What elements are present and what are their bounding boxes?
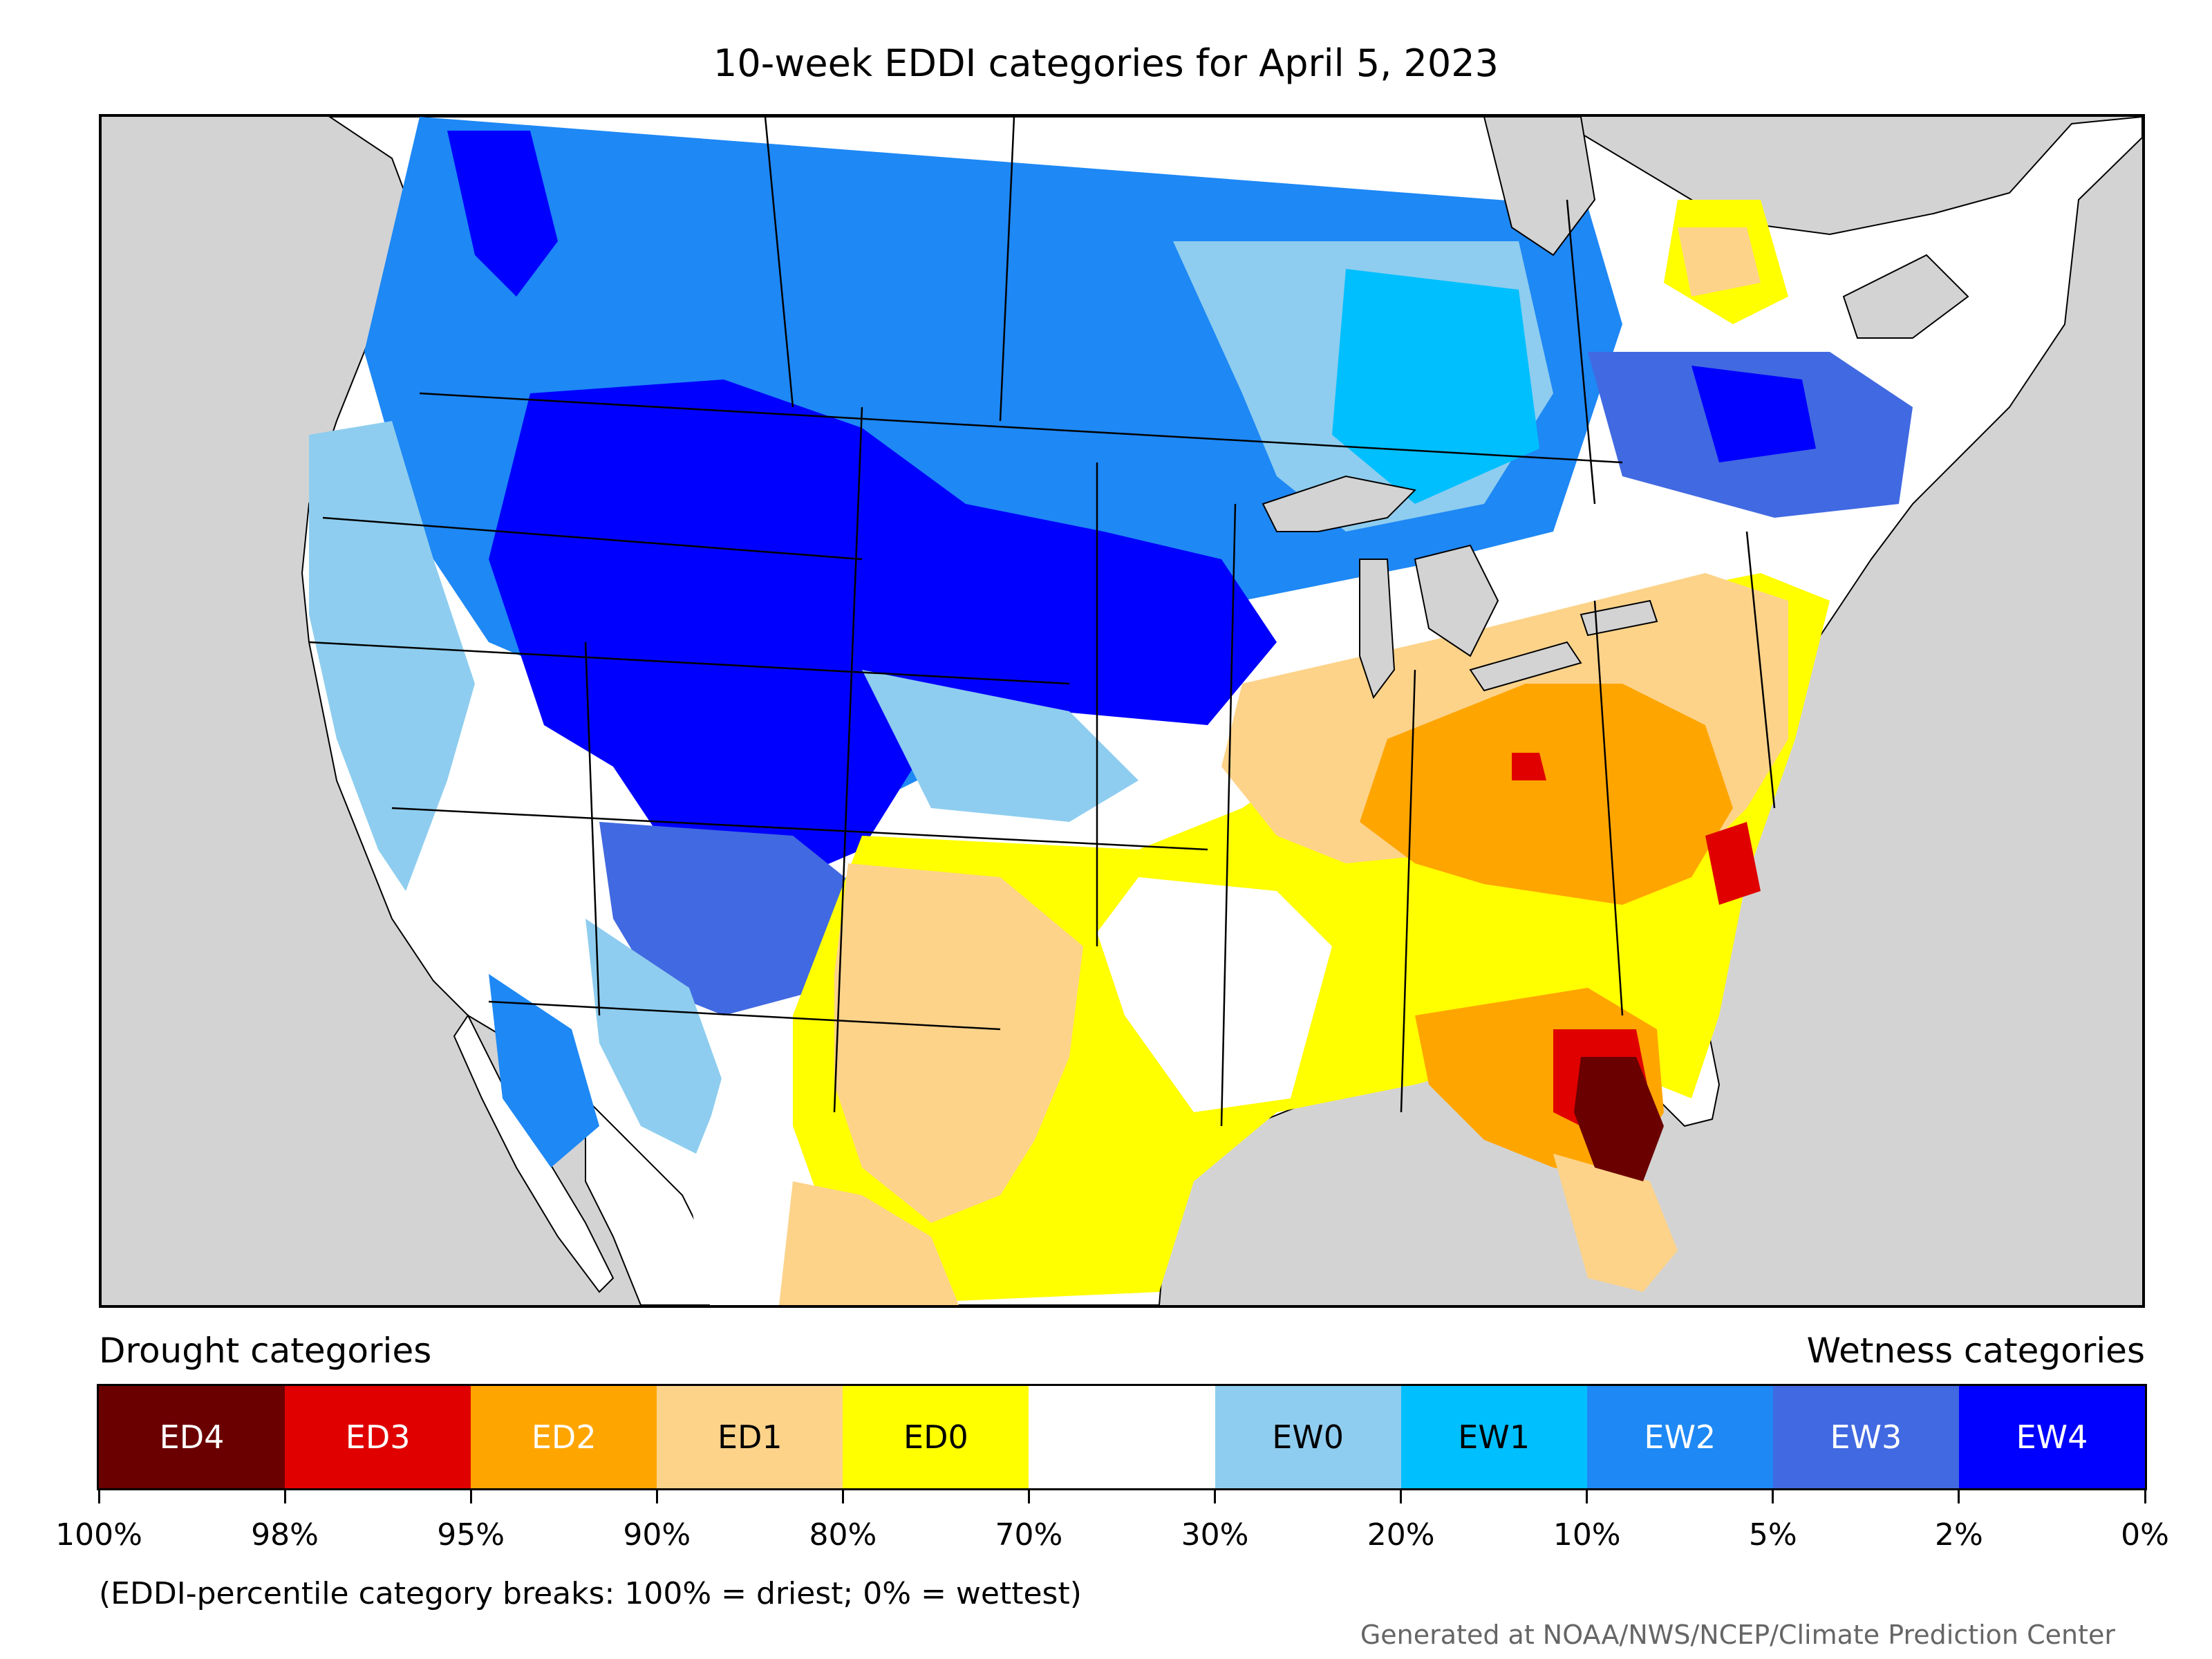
tick-mark [1214, 1488, 1217, 1503]
colorbar-cell-ed0: ED0 [843, 1386, 1029, 1488]
colorbar-cell-ed4: ED4 [99, 1386, 285, 1488]
colorbar-cell-ed2: ED2 [471, 1386, 657, 1488]
colorbar-cell-normal [1029, 1386, 1215, 1488]
lake-erie [1469, 641, 1582, 692]
tick-label: 0% [2121, 1517, 2169, 1553]
tick-mark [2144, 1488, 2146, 1503]
colorbar-ticks [97, 1488, 2146, 1509]
lake-ontario [1580, 599, 1658, 637]
colorbar-cell-ew0: EW0 [1215, 1386, 1401, 1488]
land-mexico [585, 1096, 725, 1305]
lake-huron [1414, 544, 1499, 657]
colorbar-cell-ew1: EW1 [1400, 1386, 1587, 1488]
credit-line: Generated at NOAA/NWS/NCEP/Climate Predi… [1360, 1620, 2115, 1650]
wetness-regions [309, 117, 1913, 1168]
tick-label: 10% [1553, 1517, 1621, 1553]
eddi-map [99, 114, 2145, 1308]
tick-label: 90% [623, 1517, 691, 1553]
drought-categories-heading: Drought categories [99, 1331, 432, 1371]
tick-mark [283, 1488, 286, 1503]
tick-label: 5% [1748, 1517, 1797, 1553]
hudson-bay [1483, 117, 1596, 256]
tick-label: 70% [995, 1517, 1063, 1553]
tick-label: 100% [55, 1517, 142, 1553]
tick-mark [1027, 1488, 1030, 1503]
tick-label: 2% [1935, 1517, 1983, 1553]
water-bodies [1262, 117, 1969, 700]
wetness-categories-heading: Wetness categories [1806, 1331, 2145, 1371]
colorbar-cell-ew2: EW2 [1586, 1386, 1773, 1488]
colorbar-cell-ew3: EW3 [1772, 1386, 1959, 1488]
tick-label: 20% [1367, 1517, 1435, 1553]
tick-label: 98% [251, 1517, 319, 1553]
tick-mark [97, 1488, 100, 1503]
lake-superior [1262, 475, 1417, 532]
gulf-st-lawrence [1842, 254, 1969, 339]
map-svg [301, 117, 2142, 1305]
tick-mark [1586, 1488, 1588, 1503]
tick-label: 80% [809, 1517, 877, 1553]
tick-label: 95% [437, 1517, 505, 1553]
colorbar-cell-ew4: EW4 [1958, 1386, 2146, 1488]
colorbar-cell-ed3: ED3 [285, 1386, 471, 1488]
colorbar-cell-ed1: ED1 [657, 1386, 843, 1488]
political-boundaries [308, 117, 1776, 1127]
lake-michigan [1359, 559, 1396, 700]
tick-label: 30% [1181, 1517, 1249, 1553]
tick-mark [841, 1488, 844, 1503]
tick-mark [1958, 1488, 1960, 1503]
tick-mark [469, 1488, 472, 1503]
category-breaks-note: (EDDI-percentile category breaks: 100% =… [99, 1576, 1082, 1611]
tick-mark [1400, 1488, 1403, 1503]
drought-regions [689, 200, 1830, 1305]
tick-mark [655, 1488, 658, 1503]
tick-mark [1772, 1488, 1774, 1503]
map-title: 10-week EDDI categories for April 5, 202… [713, 41, 1499, 85]
category-colorbar: ED4 ED3 ED2 ED1 ED0 EW0 EW1 EW2 EW3 EW4 [97, 1384, 2147, 1490]
